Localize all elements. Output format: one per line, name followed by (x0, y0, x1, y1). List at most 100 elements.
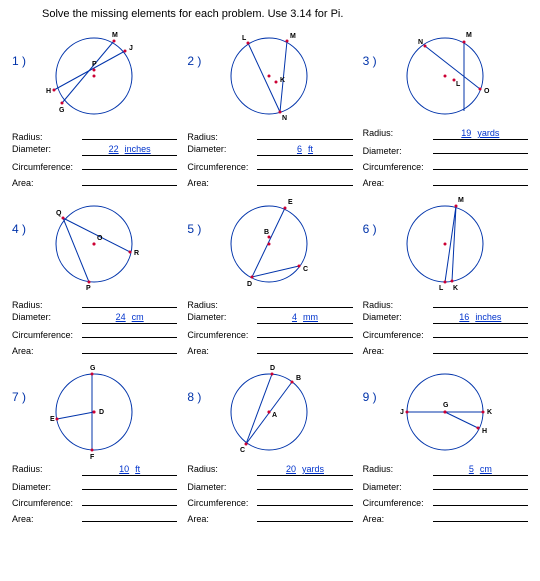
field-row-diameter: Diameter:6ft (187, 144, 352, 156)
field-row-radius: Radius:20yards (187, 464, 352, 476)
field-value: 10ft (82, 464, 177, 476)
field-label: Area: (187, 178, 257, 188)
svg-text:H: H (482, 428, 487, 435)
field-value (82, 342, 177, 354)
svg-text:L: L (242, 35, 247, 42)
field-value (257, 326, 352, 338)
circle-diagram: G D E F (12, 362, 177, 462)
field-value (257, 128, 352, 140)
svg-text:K: K (453, 285, 458, 292)
field-label: Diameter: (363, 312, 433, 322)
svg-text:D: D (270, 365, 275, 372)
field-value (257, 174, 352, 186)
field-value: 24cm (82, 312, 177, 324)
field-label: Radius: (363, 300, 433, 310)
field-value: 6ft (257, 144, 352, 156)
circle-diagram: Q O R P (12, 194, 177, 294)
svg-text:K: K (487, 409, 492, 416)
field-row-diameter: Diameter:22inches (12, 144, 177, 156)
svg-text:M: M (466, 32, 472, 39)
fields: Radius:20yards Diameter: Circumference: Are… (187, 464, 352, 524)
svg-text:B: B (296, 375, 301, 382)
svg-text:C: C (240, 447, 245, 454)
svg-text:G: G (59, 107, 65, 114)
field-row-area: Area: (12, 174, 177, 188)
field-row-radius: Radius: (187, 296, 352, 310)
fields: Radius:10ftDiameter:Circumference:Area: (12, 464, 177, 524)
field-label: Radius: (12, 464, 82, 474)
field-value: 5cm (433, 464, 528, 476)
svg-text:A: A (272, 412, 277, 419)
field-row-radius: Radius:10ft (12, 464, 177, 476)
field-label: Circumference: (363, 330, 433, 340)
field-value (433, 326, 528, 338)
svg-text:G: G (90, 365, 96, 372)
field-row-circumference: Circumference: (187, 494, 352, 508)
field-label: Diameter: (12, 312, 82, 322)
fields: Radius:Diameter:22inchesCircumference:Ar… (12, 128, 177, 188)
fields: Radius:Diameter:16inchesCircumference:Ar… (363, 296, 528, 356)
svg-text:E: E (50, 416, 55, 423)
fields: Radius:Diameter:24cmCircumference:Area: (12, 296, 177, 356)
svg-text:M: M (458, 197, 464, 204)
field-label: Area: (187, 514, 257, 524)
svg-text:L: L (456, 81, 461, 88)
field-row-radius: Radius:19yards (363, 128, 528, 140)
field-label: Area: (12, 514, 82, 524)
field-value (433, 510, 528, 522)
problem-cell: 5 )EBCDRadius:Diameter:4mmCircumference:… (187, 194, 352, 358)
field-value (433, 158, 528, 170)
problem-cell: 8 )DBACRadius:20yardsDiameter:Circumfere… (187, 362, 352, 526)
field-label: Area: (12, 346, 82, 356)
circle-diagram: NMLO (363, 26, 528, 126)
field-label: Diameter: (187, 144, 257, 154)
field-value (433, 296, 528, 308)
field-label: Radius: (187, 464, 257, 474)
svg-text:F: F (90, 454, 95, 461)
field-row-area: Area: (187, 510, 352, 524)
field-row-area: Area: (12, 510, 177, 524)
svg-text:P: P (92, 61, 97, 68)
field-label: Circumference: (363, 162, 433, 172)
field-row-circumference: Circumference: (12, 326, 177, 340)
field-row-circumference: Circumference: (363, 326, 528, 340)
field-label: Circumference: (363, 498, 433, 508)
circle-diagram: LMKN (187, 26, 352, 126)
field-label: Diameter: (363, 482, 433, 492)
svg-text:P: P (86, 285, 91, 292)
field-row-area: Area: (363, 174, 528, 188)
svg-text:Q: Q (56, 210, 62, 217)
field-label: Diameter: (187, 482, 257, 492)
field-row-circumference: Circumference: (12, 158, 177, 172)
field-label: Area: (363, 514, 433, 524)
field-row-radius: Radius: (187, 128, 352, 142)
instructions: Solve the missing elements for each prob… (12, 8, 528, 20)
field-label: Area: (187, 346, 257, 356)
svg-text:O: O (97, 235, 103, 242)
field-label: Area: (363, 178, 433, 188)
svg-text:D: D (99, 409, 104, 416)
problem-cell: 3 )NMLORadius:19yardsDiameter:Circumfere… (363, 26, 528, 190)
field-row-circumference: Circumference: (363, 494, 528, 508)
field-label: Circumference: (187, 498, 257, 508)
field-row-radius: Radius:5cm (363, 464, 528, 476)
svg-text:O: O (484, 88, 490, 95)
field-label: Circumference: (187, 330, 257, 340)
circle-diagram: D B A C (187, 362, 352, 462)
field-row-diameter: Diameter:4mm (187, 312, 352, 324)
svg-text:R: R (134, 250, 139, 257)
field-label: Diameter: (363, 146, 433, 156)
field-value: 22inches (82, 144, 177, 156)
field-row-diameter: Diameter:24cm (12, 312, 177, 324)
field-value (82, 510, 177, 522)
field-label: Area: (12, 178, 82, 188)
field-row-circumference: Circumference: (12, 494, 177, 508)
field-value (82, 174, 177, 186)
field-row-diameter: Diameter: (187, 478, 352, 492)
field-label: Circumference: (12, 162, 82, 172)
circle-diagram: MLK (363, 194, 528, 294)
field-value (82, 494, 177, 506)
problem-cell: 6 )MLKRadius:Diameter:16inchesCircumfere… (363, 194, 528, 358)
field-value (82, 128, 177, 140)
field-row-area: Area: (187, 342, 352, 356)
